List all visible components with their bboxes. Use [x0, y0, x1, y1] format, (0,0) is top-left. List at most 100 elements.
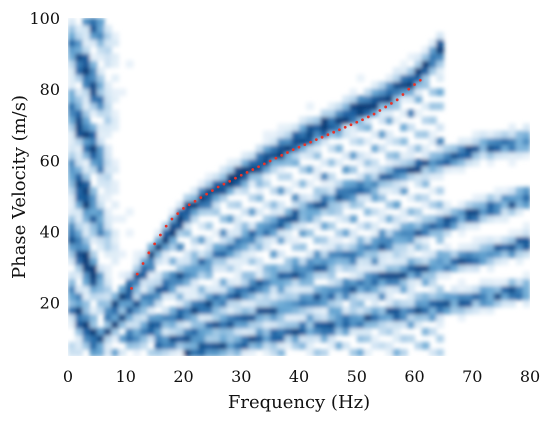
heatmap-cell [75, 123, 84, 132]
heatmap-cell [299, 130, 307, 139]
heatmap-cell [363, 348, 372, 356]
heatmap-cell [96, 172, 105, 181]
heatmap-cell [284, 271, 293, 280]
heatmap-cell [385, 158, 394, 167]
x-tick-label: 30 [231, 367, 251, 386]
heatmap-cell [161, 334, 170, 343]
picked-point [395, 98, 399, 102]
heatmap-cell [421, 243, 430, 251]
heatmap-cell [356, 257, 365, 266]
heatmap-cell [392, 299, 401, 308]
heatmap-cell [407, 257, 416, 266]
heatmap-cell [111, 243, 120, 251]
heatmap-cell [385, 215, 394, 223]
heatmap-cell [197, 341, 206, 350]
heatmap-cell [190, 194, 199, 202]
heatmap-cell [89, 109, 98, 118]
heatmap-cell [75, 285, 84, 294]
heatmap-cell [270, 299, 278, 308]
heatmap-cell [385, 257, 394, 266]
heatmap-cell [205, 299, 213, 308]
heatmap-cell [342, 285, 351, 294]
heatmap-cell [515, 201, 524, 209]
heatmap-cell [313, 257, 322, 266]
heatmap-cell [154, 236, 163, 244]
heatmap-cell [68, 179, 76, 188]
heatmap-cell [161, 348, 170, 356]
heatmap-cell [385, 116, 394, 125]
heatmap-cell [299, 313, 307, 322]
heatmap-cell [508, 250, 517, 259]
heatmap-cell [479, 299, 488, 308]
heatmap-cell [320, 327, 329, 336]
heatmap-cell [428, 229, 437, 237]
picked-point [222, 182, 226, 186]
x-tick-label: 0 [63, 367, 73, 386]
heatmap-cell [205, 243, 213, 251]
heatmap-cell [96, 229, 105, 237]
heatmap-cell [96, 67, 105, 75]
heatmap-cell [104, 60, 112, 68]
heatmap-cell [472, 130, 481, 139]
heatmap-cell [96, 327, 105, 336]
heatmap-cell [219, 327, 228, 336]
heatmap-cell [197, 264, 206, 273]
heatmap-cell [68, 229, 76, 237]
heatmap-cell [486, 158, 495, 167]
heatmap-cell [255, 158, 264, 167]
heatmap-cell [226, 348, 235, 356]
heatmap-cell [212, 208, 221, 216]
heatmap-cell [68, 74, 76, 82]
heatmap-cell [472, 222, 481, 230]
heatmap-cell [68, 158, 76, 167]
heatmap-cell [436, 236, 444, 244]
heatmap-cell [378, 341, 387, 350]
heatmap-cell [479, 144, 488, 153]
heatmap-cell [89, 102, 98, 111]
heatmap-cell [400, 95, 408, 104]
heatmap-cell [443, 271, 452, 280]
heatmap-cell [284, 313, 293, 322]
heatmap-cell [132, 341, 141, 350]
heatmap-cell [335, 215, 343, 223]
heatmap-cell [436, 172, 444, 181]
heatmap-cell [75, 53, 84, 61]
heatmap-cell [262, 151, 271, 160]
heatmap-cell [327, 179, 336, 188]
heatmap-cell [75, 165, 84, 174]
heatmap-cell [400, 208, 408, 216]
heatmap-cell [212, 341, 221, 350]
heatmap-cell [320, 194, 329, 202]
heatmap-cell [190, 250, 199, 259]
heatmap-cell [75, 158, 84, 167]
heatmap-cell [479, 306, 488, 315]
heatmap-cell [68, 320, 76, 329]
heatmap-cell [277, 334, 286, 343]
heatmap-cell [349, 109, 358, 118]
heatmap-cells [68, 18, 530, 356]
heatmap-cell [219, 278, 228, 287]
heatmap-cell [457, 278, 466, 287]
heatmap-cell [248, 222, 257, 230]
heatmap-cell [428, 306, 437, 315]
heatmap-cell [443, 158, 452, 167]
heatmap-cell [68, 348, 76, 356]
heatmap-cell [450, 222, 459, 230]
picked-point [170, 217, 174, 221]
heatmap-cell [89, 264, 98, 273]
heatmap-cell [299, 327, 307, 336]
heatmap-cell [465, 257, 473, 266]
heatmap-cell [248, 158, 257, 167]
heatmap-cell [508, 229, 517, 237]
heatmap-cell [349, 327, 358, 336]
heatmap-cell [501, 299, 509, 308]
heatmap-cell [270, 313, 278, 322]
heatmap-cell [75, 187, 84, 195]
heatmap-cell [96, 194, 105, 202]
heatmap-cell [414, 95, 423, 104]
heatmap-cell [255, 313, 264, 322]
heatmap-cell [335, 201, 343, 209]
heatmap-cell [255, 165, 264, 174]
heatmap-cell [414, 88, 423, 97]
heatmap-cell [255, 194, 264, 202]
